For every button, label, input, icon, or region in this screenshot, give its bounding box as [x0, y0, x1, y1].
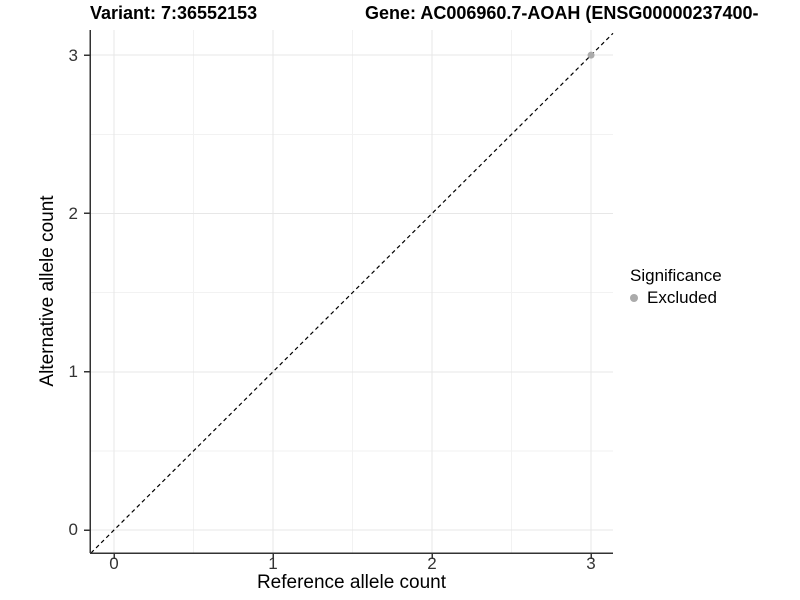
plot-panel	[84, 30, 614, 559]
y-tick-label-3: 3	[68, 46, 78, 65]
legend-title: Significance	[630, 266, 722, 285]
legend: Significance Excluded	[630, 266, 722, 308]
legend-key-dot-icon	[630, 294, 638, 302]
x-tick-label-2: 2	[427, 554, 437, 573]
identity-dashed-line	[90, 32, 614, 554]
legend-entry-excluded: Excluded	[630, 288, 722, 308]
data-point	[587, 51, 595, 59]
plot-title-variant: Variant: 7:36552153	[90, 3, 258, 23]
y-tick-label-0: 0	[68, 520, 78, 539]
y-tick-label-2: 2	[68, 204, 78, 223]
plot-title-gene: Gene: AC006960.7-AOAH (ENSG00000237400-	[365, 3, 759, 23]
x-tick-label-0: 0	[109, 554, 119, 573]
y-tick-label-1: 1	[68, 362, 78, 381]
x-tick-label-1: 1	[268, 554, 278, 573]
y-axis-title: Alternative allele count	[37, 195, 58, 387]
x-axis-title: Reference allele count	[256, 572, 447, 593]
x-tick-label-3: 3	[586, 554, 596, 573]
legend-entry-label: Excluded	[647, 288, 717, 307]
